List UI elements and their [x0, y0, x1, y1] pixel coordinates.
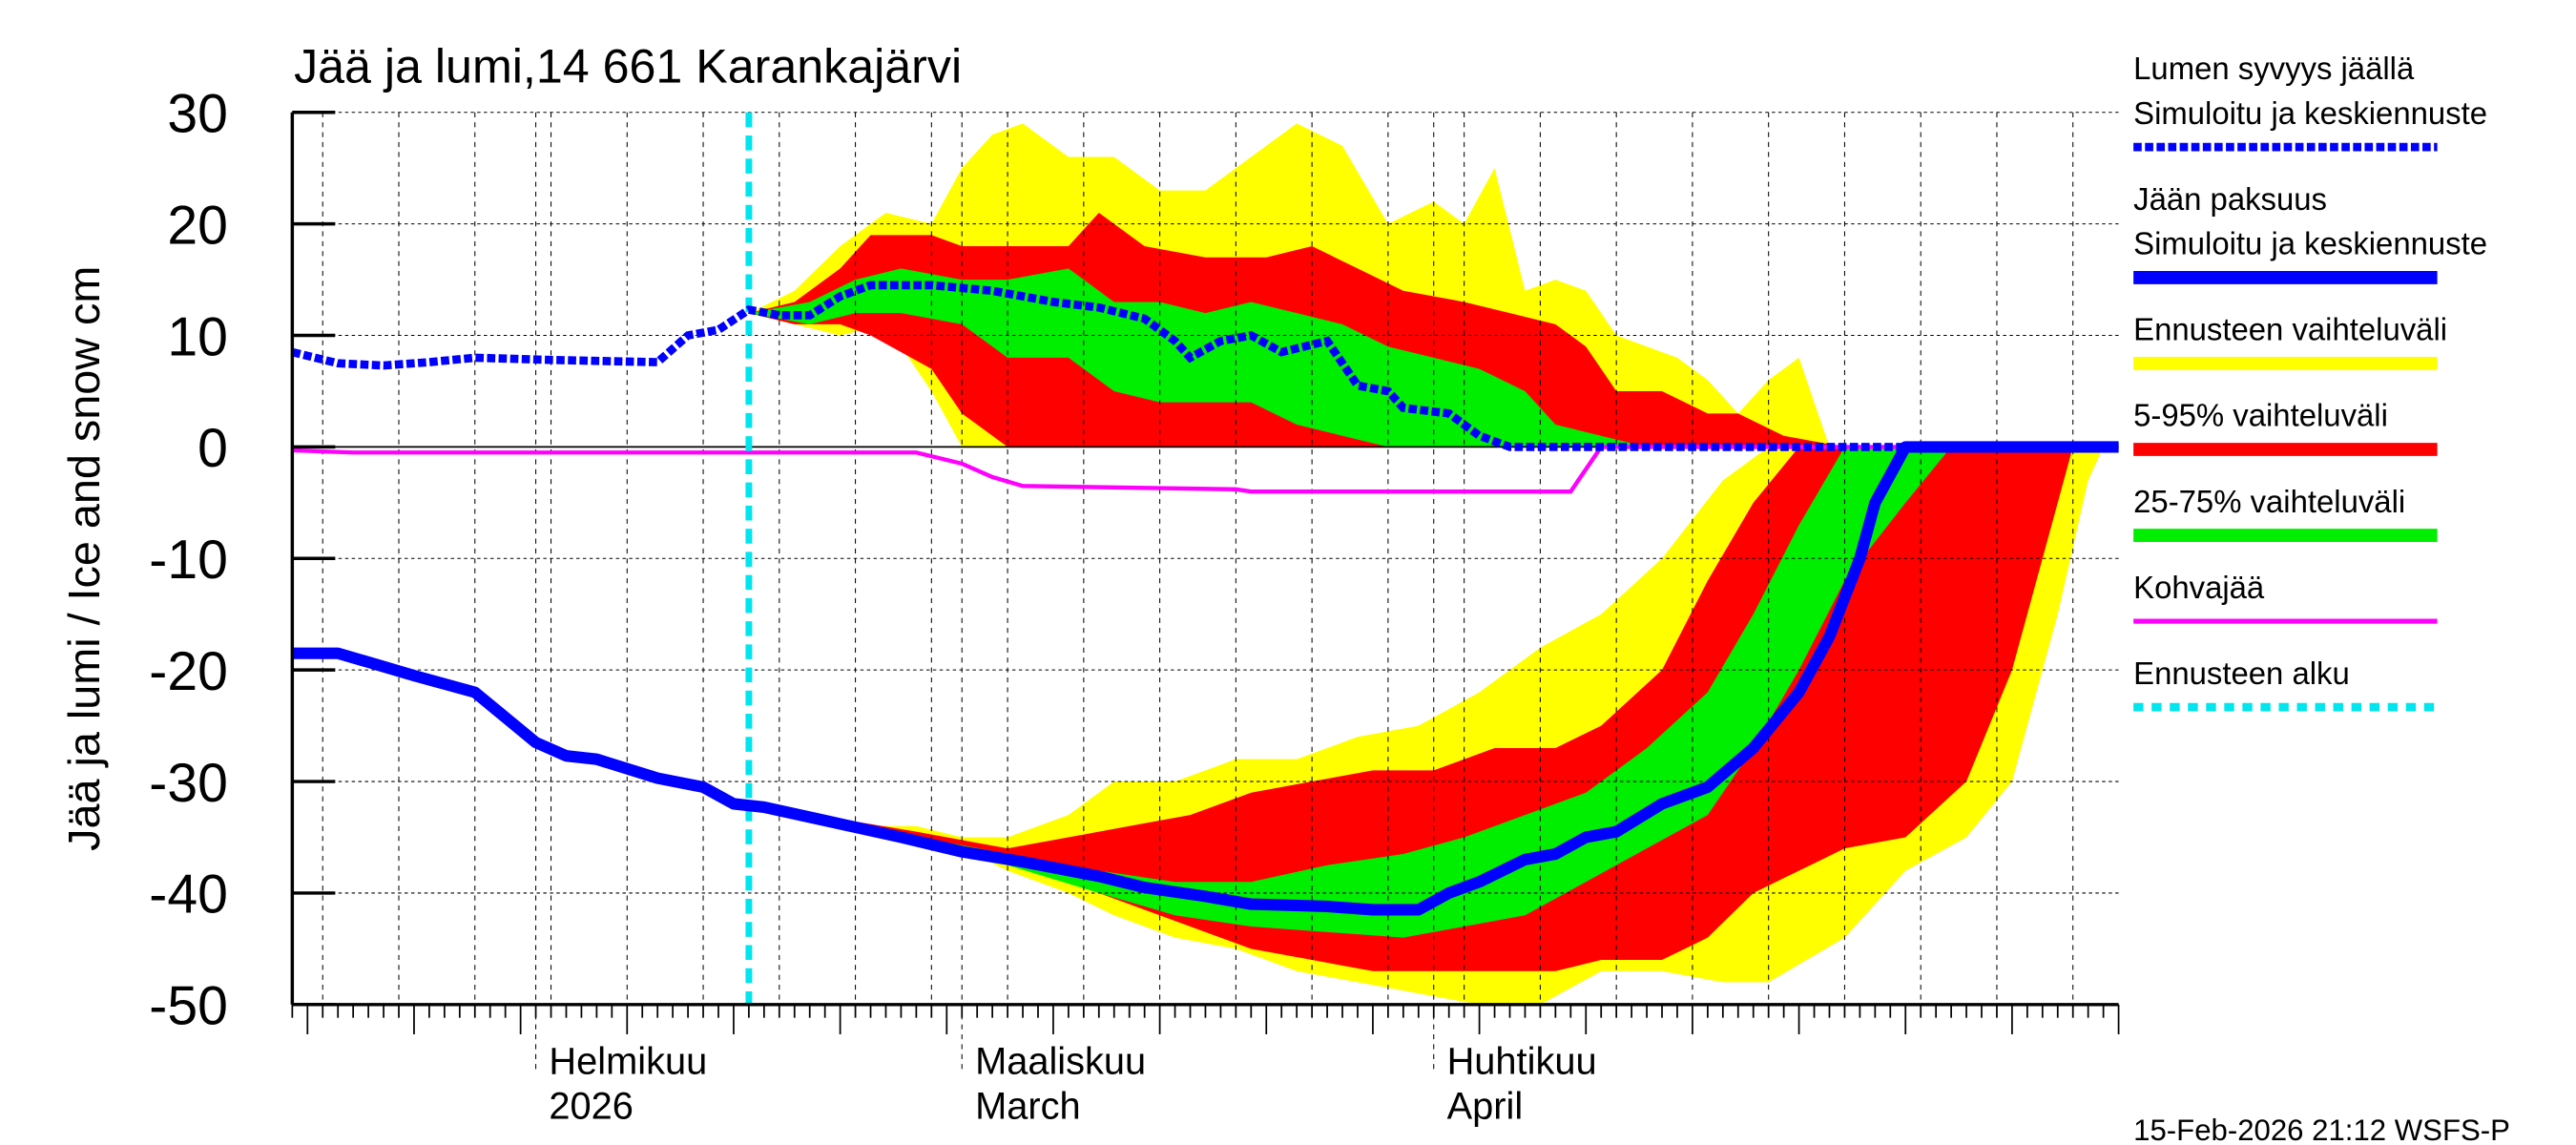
legend-sublabel: Simuloitu ja keskiennuste [2133, 226, 2487, 261]
lines-layer [291, 112, 2119, 1005]
ice-thickness-line [292, 441, 2119, 916]
y-tick-label: -40 [149, 864, 228, 926]
month-sublabel: 2026 [549, 1085, 634, 1127]
legend-label: Ennusteen alku [2133, 656, 2350, 691]
footer-timestamp: 15-Feb-2026 21:12 WSFS-P [2133, 1114, 2510, 1145]
y-axis-label: Jää ja lumi / Ice and snow cm [59, 266, 109, 851]
y-tick-label: -30 [149, 753, 228, 814]
month-label: Huhtikuu [1447, 1041, 1597, 1083]
legend-label: Ennusteen vaihteluväli [2133, 312, 2447, 347]
month-sublabel: March [975, 1085, 1081, 1127]
legend-label: Kohvajää [2133, 570, 2265, 605]
legend-sublabel: Simuloitu ja keskiennuste [2133, 95, 2487, 131]
y-tick-label: -50 [149, 976, 228, 1037]
month-label: Helmikuu [549, 1041, 707, 1083]
y-tick-label: 20 [167, 195, 228, 256]
kohvajaa-line [292, 445, 2119, 494]
legend: Lumen syvyys jäällä Simuloitu ja keskienn… [2133, 51, 2487, 712]
month-sublabel: April [1447, 1085, 1524, 1127]
legend-label: Lumen syvyys jäällä [2133, 51, 2415, 86]
y-tick-label: -10 [149, 530, 228, 591]
y-tick-label: -20 [149, 641, 228, 702]
y-tick-label: 10 [167, 306, 228, 367]
legend-label: Jään paksuus [2133, 181, 2327, 217]
month-label: Maaliskuu [975, 1041, 1146, 1083]
legend-label: 25-75% vaihteluväli [2133, 484, 2405, 519]
y-tick-label: 0 [197, 418, 228, 479]
snow-depth-line [291, 281, 2119, 451]
y-tick-label: 30 [167, 84, 228, 145]
chart-title: Jää ja lumi,14 661 Karankajärvi [294, 40, 962, 94]
band-ice-red [748, 447, 2073, 971]
legend-label: 5-95% vaihteluväli [2133, 398, 2388, 433]
